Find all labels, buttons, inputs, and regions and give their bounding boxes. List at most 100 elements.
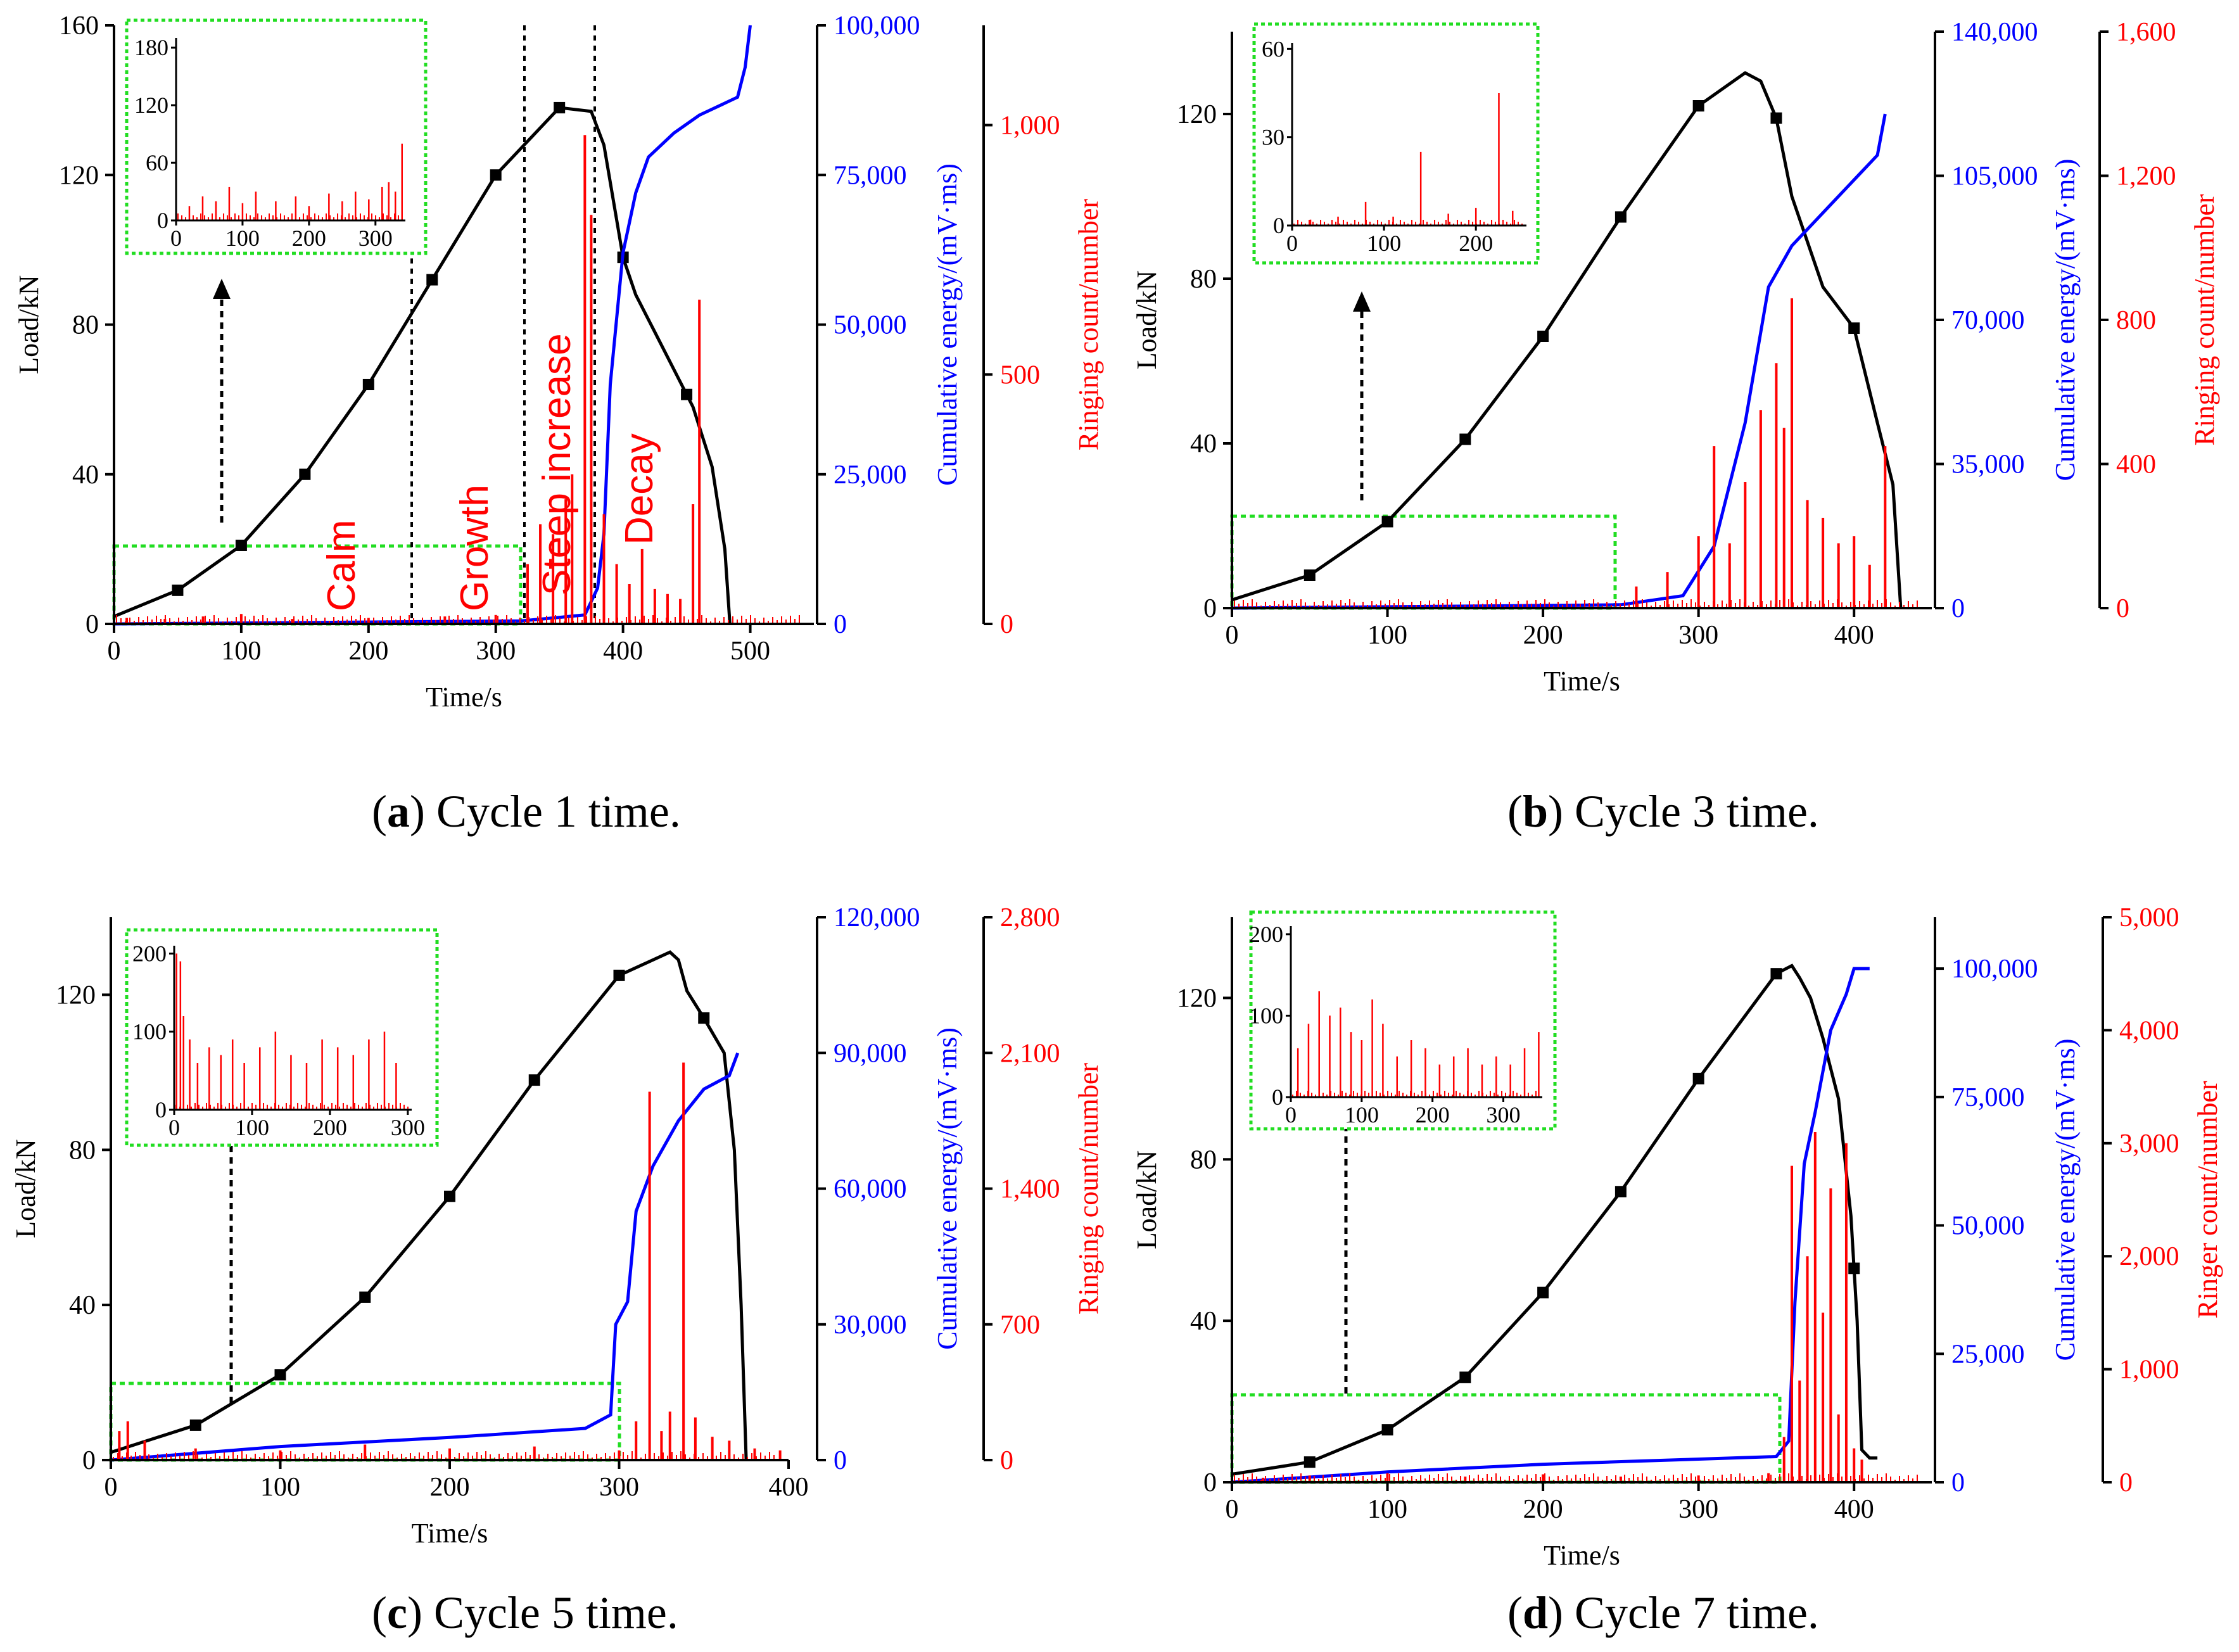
ringing-tick-label: 1,600 [2116, 18, 2176, 47]
inset-x-tick-label: 0 [1285, 1102, 1297, 1128]
load-marker [299, 468, 311, 480]
x-tick-label: 300 [1678, 621, 1718, 650]
load-marker [528, 1074, 540, 1086]
x-tick-label: 300 [1678, 1495, 1718, 1524]
ringing-axis-label: Ringing count/number [2189, 194, 2220, 446]
phase-annotation: Calm [320, 519, 364, 611]
inset-x-tick-label: 0 [168, 1115, 180, 1140]
x-tick-label: 200 [430, 1473, 470, 1502]
x-tick-label: 400 [1834, 621, 1874, 650]
ringing-tick-label: 4,000 [2119, 1016, 2179, 1045]
energy-tick-label: 100,000 [1951, 955, 2038, 984]
zoom-region-box [1230, 514, 1617, 610]
energy-axis-label: Cumulative energy/(mV·ms) [932, 1027, 963, 1350]
inset-y-tick-label: 180 [134, 35, 168, 60]
ringing-tick-label: 2,800 [1000, 903, 1060, 932]
load-marker [554, 101, 566, 113]
x-tick-label: 300 [599, 1473, 639, 1502]
panel-caption: (b) Cycle 3 time. [1507, 786, 1819, 837]
caption-text: Cycle 3 time. [1563, 786, 1819, 837]
load-marker [1381, 1424, 1393, 1436]
caption-paren-open: ( [1507, 1587, 1523, 1638]
ringing-tick-label: 1,000 [2119, 1356, 2179, 1385]
load-marker [1614, 211, 1627, 223]
caption-letter: b [1523, 786, 1548, 837]
inset-x-tick-label: 200 [1416, 1102, 1450, 1128]
chart-panel-b: 0 100 200 300 400Time/s04080120Load/kN035,00… [1131, 18, 2220, 837]
inset-y-tick-label: 100 [1249, 1003, 1283, 1028]
panel-caption: (d) Cycle 7 time. [1507, 1587, 1819, 1638]
load-curve-line [1231, 71, 1903, 609]
ringing-tick-label: 0 [2116, 594, 2129, 623]
x-axis-label: Time/s [1544, 1540, 1620, 1571]
load-marker [613, 969, 625, 981]
inset-y-tick-label: 0 [155, 1097, 167, 1122]
load-tick-label: 80 [69, 1136, 96, 1165]
load-tick-label: 40 [72, 461, 99, 490]
inset-x-tick-label: 300 [1486, 1102, 1520, 1128]
caption-paren-close: ) [410, 786, 425, 837]
ringing-tick-label: 1,000 [1000, 111, 1060, 141]
energy-tick-label: 30,000 [834, 1311, 907, 1340]
load-marker [1614, 1186, 1627, 1198]
phase-annotation: Decay [618, 433, 661, 545]
ringing-tick-label: 0 [1000, 1446, 1013, 1475]
caption-paren-close: ) [407, 1587, 422, 1638]
ringing-tick-label: 800 [2116, 306, 2156, 335]
energy-tick-label: 100,000 [834, 11, 920, 41]
inset-x-tick-label: 200 [313, 1115, 347, 1140]
ringing-tick-label: 500 [1000, 360, 1040, 390]
inset-arrow-head-icon [213, 279, 231, 299]
load-tick-label: 160 [59, 11, 99, 41]
x-tick-label: 0 [108, 637, 121, 666]
load-marker [189, 1419, 201, 1431]
load-marker [1381, 516, 1393, 528]
load-marker [359, 1291, 371, 1303]
inset-x-tick-label: 200 [292, 226, 326, 251]
load-marker [1770, 968, 1782, 980]
load-tick-label: 0 [82, 1446, 96, 1475]
inset-y-tick-label: 60 [146, 150, 168, 175]
ringing-tick-label: 700 [1000, 1311, 1040, 1340]
caption-text: Cycle 7 time. [1563, 1587, 1819, 1638]
x-tick-label: 400 [1834, 1495, 1874, 1524]
load-marker [1459, 433, 1471, 445]
panel-caption: (c) Cycle 5 time. [372, 1587, 678, 1638]
inset-x-tick-label: 100 [235, 1115, 269, 1140]
cumulative-energy-line [113, 25, 752, 626]
load-axis-label: Load/kN [10, 1139, 41, 1238]
energy-tick-label: 50,000 [834, 311, 907, 340]
load-marker [1692, 1072, 1704, 1084]
inset-x-tick-label: 100 [225, 226, 260, 251]
load-marker [1848, 322, 1860, 334]
x-tick-label: 400 [769, 1473, 809, 1502]
caption-letter: c [387, 1587, 407, 1638]
load-tick-label: 40 [69, 1291, 96, 1320]
ringing-axis-label: Ringer count/number [2192, 1081, 2223, 1318]
caption-paren-open: ( [372, 786, 387, 837]
caption-text: Cycle 1 time. [425, 786, 681, 837]
ringing-axis-label: Ringing count/number [1073, 199, 1104, 451]
phase-annotation: Steep increase [535, 333, 579, 595]
energy-tick-label: 60,000 [834, 1175, 907, 1204]
load-tick-label: 80 [72, 311, 99, 340]
x-tick-label: 0 [1226, 1495, 1239, 1524]
load-axis-label: Load/kN [13, 275, 44, 374]
x-tick-label: 100 [260, 1473, 300, 1502]
inset-x-tick-label: 300 [358, 226, 393, 251]
load-marker [426, 274, 438, 286]
caption-paren-open: ( [1507, 786, 1523, 837]
inset-y-tick-label: 60 [1262, 36, 1284, 61]
load-marker [1848, 1262, 1860, 1274]
x-tick-label: 0 [1226, 621, 1239, 650]
chart-panel-c: 0 100 200 300 400 Time/s 0 40 80 120 Load/kN 0 30,00… [10, 903, 1104, 1638]
panel-caption: (a) Cycle 1 time. [372, 786, 681, 837]
inset-frame [1252, 22, 1540, 265]
load-marker [235, 539, 247, 551]
chart-panel-d: 0 100 200 300 400 Time/s 0 40 80 120 Load/kN 0 25,00… [1131, 903, 2223, 1638]
load-tick-label: 40 [1190, 429, 1217, 459]
ringing-tick-label: 0 [1000, 610, 1013, 639]
inset-x-tick-label: 100 [1367, 231, 1401, 256]
energy-tick-label: 0 [1951, 1468, 1965, 1497]
load-marker [1303, 1456, 1316, 1468]
